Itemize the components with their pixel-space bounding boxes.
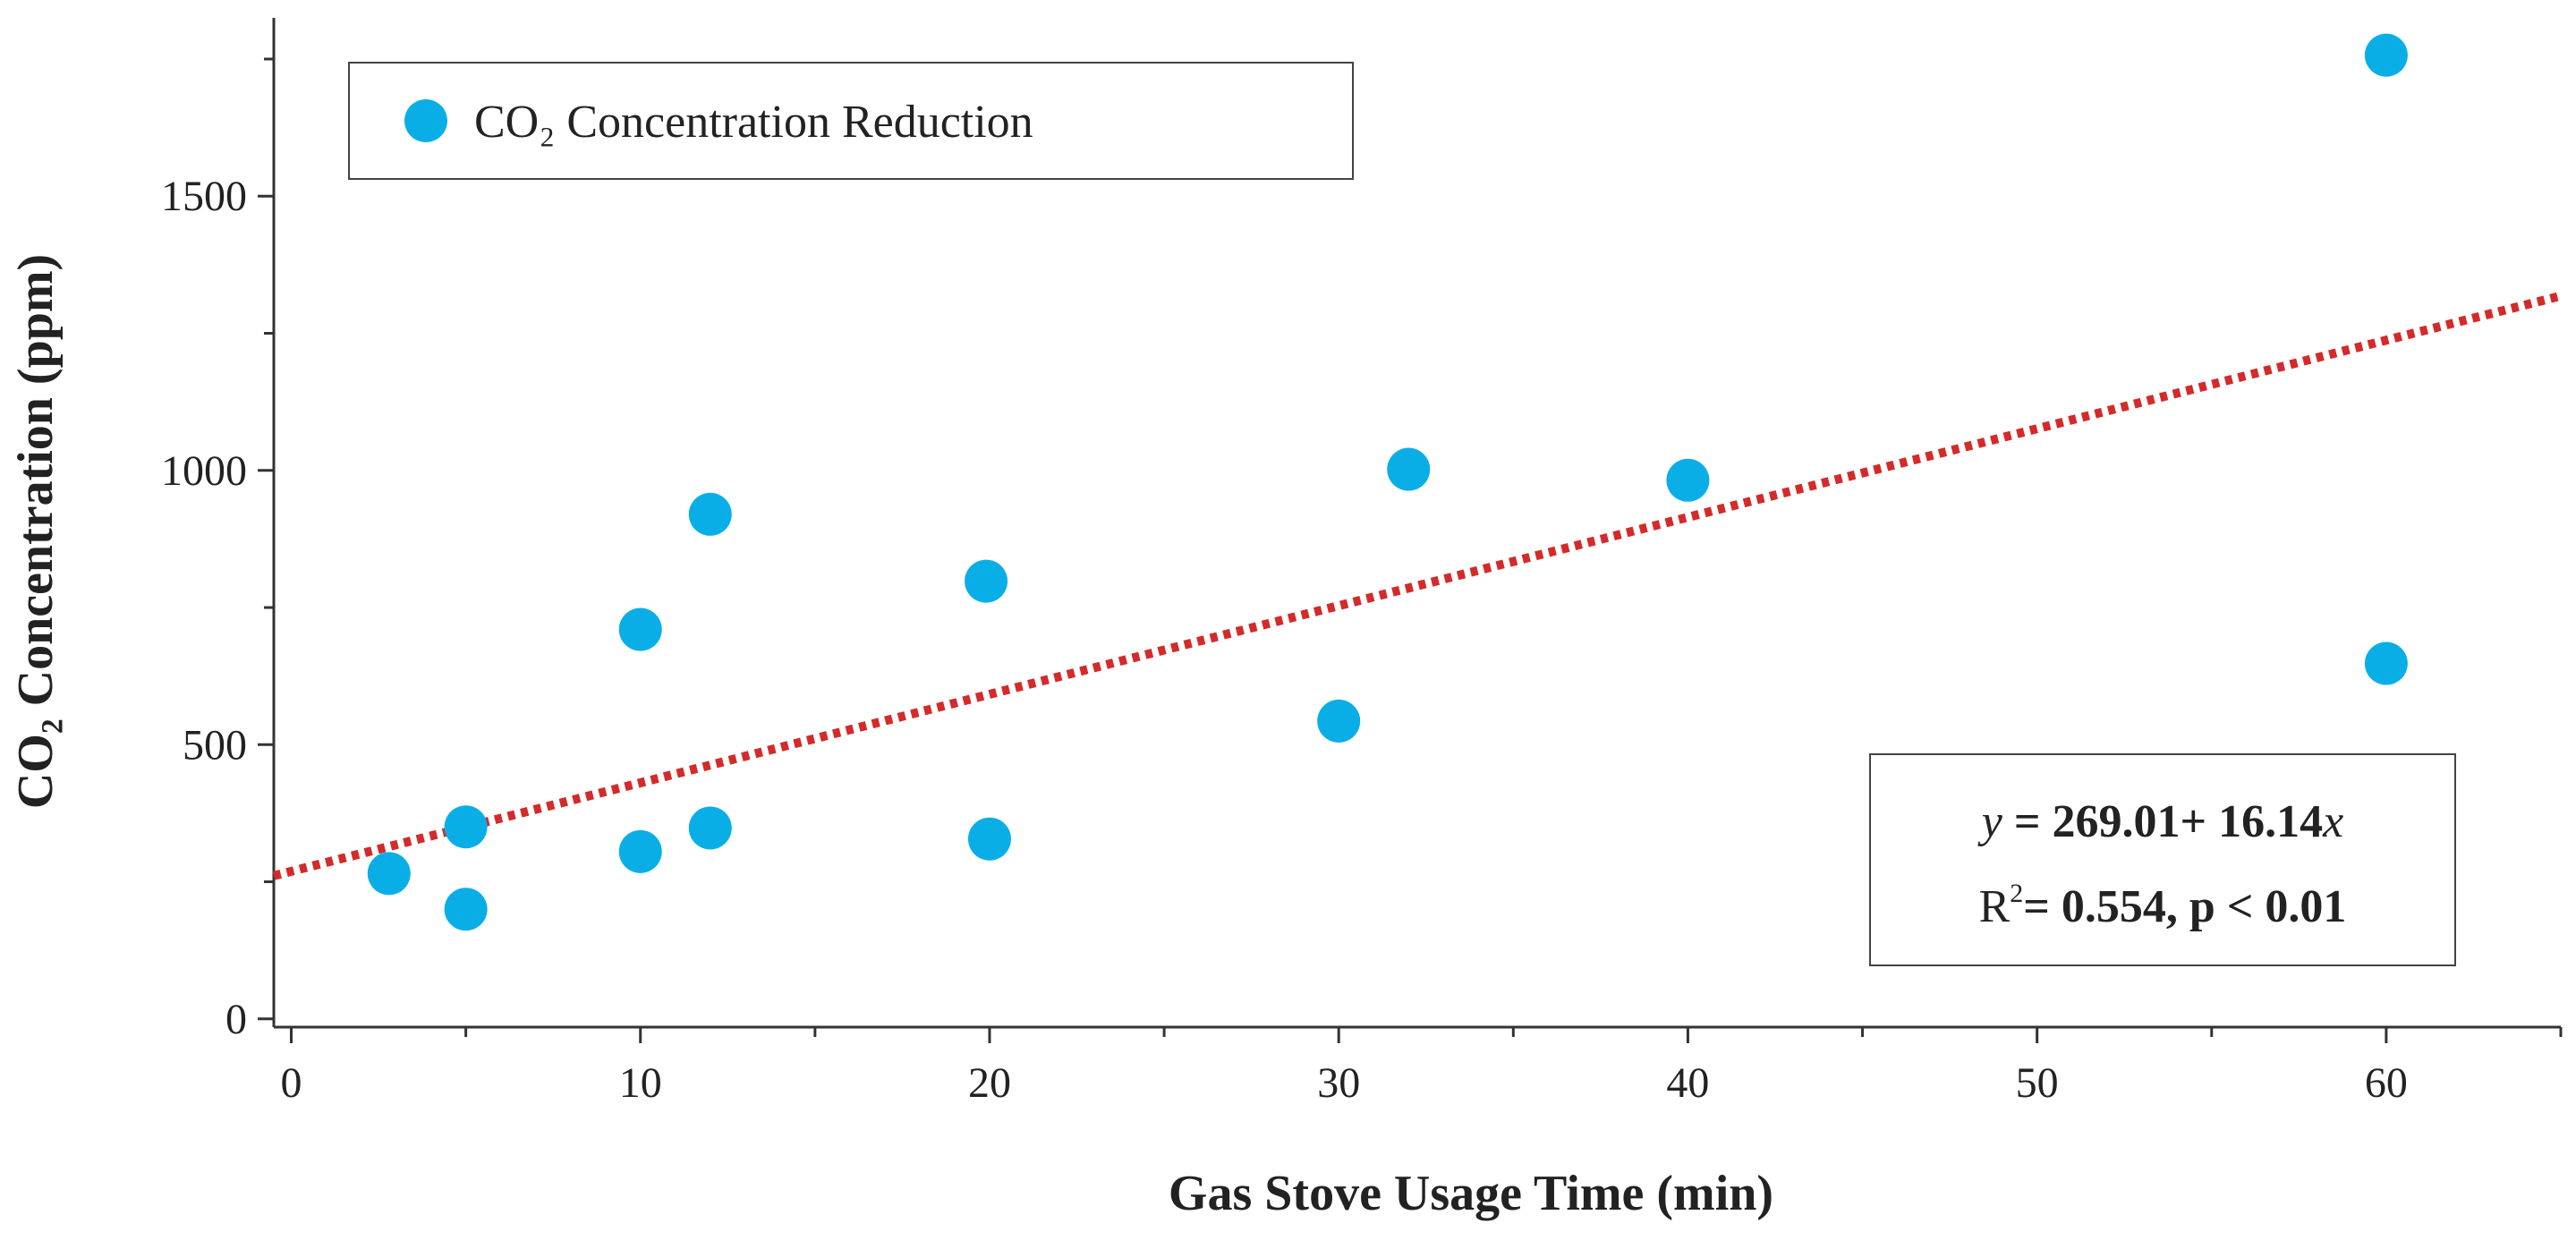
data-point: [2364, 641, 2408, 685]
legend: CO₂ Concentration Reduction: [348, 62, 1354, 180]
data-point: [967, 817, 1011, 861]
regression-annotation: y = 269.01+ 16.14x R2= 0.554, p < 0.01: [1869, 753, 2456, 966]
r-squared-text: R2= 0.554, p < 0.01: [1979, 879, 2347, 932]
data-point: [688, 806, 732, 850]
data-point: [618, 829, 662, 873]
y-tick-label: 0: [225, 996, 247, 1043]
legend-marker: [404, 99, 447, 142]
x-tick-label: 10: [619, 1059, 662, 1107]
y-tick-label: 1500: [161, 173, 247, 220]
x-tick-label: 40: [1666, 1059, 1709, 1107]
trendline: [272, 291, 2563, 880]
data-points: [367, 33, 2408, 931]
data-point: [1387, 447, 1431, 491]
r-symbol: R: [1979, 881, 2011, 932]
axes: [272, 18, 2561, 1029]
legend-box: [348, 62, 1354, 180]
data-point: [2364, 33, 2408, 77]
r-superscript: 2: [2010, 879, 2023, 908]
data-point: [688, 492, 732, 536]
equation-body: = 269.01+ 16.14: [2002, 796, 2323, 847]
tick-marks: [258, 57, 2563, 1043]
y-tick-label: 500: [183, 721, 247, 769]
x-tick-label: 20: [968, 1059, 1011, 1107]
data-point: [444, 805, 488, 849]
r-squared-value: = 0.554, p < 0.01: [2023, 881, 2346, 932]
data-point: [367, 852, 411, 896]
data-point: [1317, 699, 1361, 743]
regression-equation: y = 269.01+ 16.14x: [1977, 796, 2343, 847]
y-tick-label: 1000: [161, 447, 247, 495]
equation-y-symbol: y: [1977, 796, 2003, 847]
legend-label: CO₂ Concentration Reduction: [474, 97, 1033, 148]
equation-x-symbol: x: [2322, 796, 2343, 847]
data-point: [1666, 458, 1710, 502]
x-axis-title: Gas Stove Usage Time (min): [1169, 1166, 1773, 1221]
x-tick-label: 50: [2016, 1059, 2059, 1107]
data-point: [618, 608, 662, 651]
x-tick-label: 0: [281, 1059, 302, 1107]
data-point: [965, 559, 1008, 603]
y-axis-title: CO₂ Concentration (ppm): [8, 254, 64, 809]
x-tick-label: 60: [2365, 1059, 2408, 1107]
data-point: [444, 888, 488, 931]
x-tick-label: 30: [1317, 1059, 1360, 1107]
annotation-box: [1869, 753, 2456, 966]
trendline-group: [272, 291, 2563, 880]
tick-labels: 0 10 20 30 40 50 60 0 500 1000 1500: [161, 173, 2408, 1107]
